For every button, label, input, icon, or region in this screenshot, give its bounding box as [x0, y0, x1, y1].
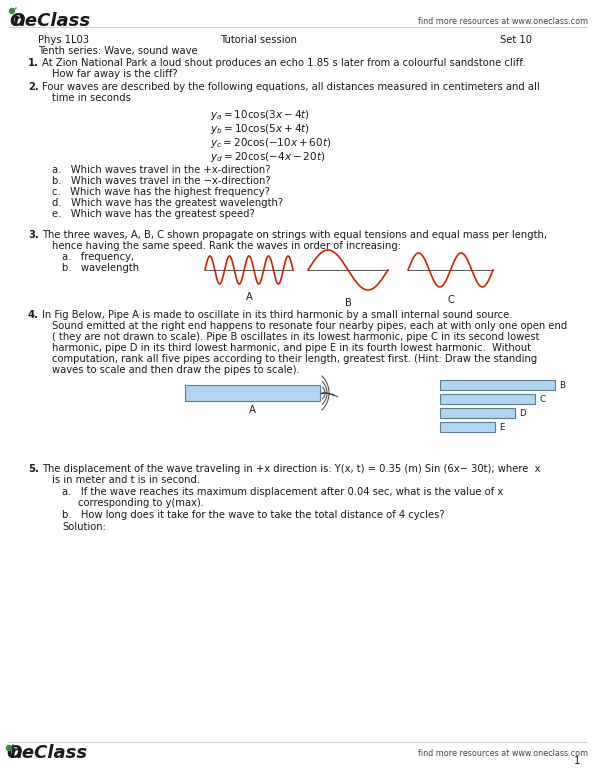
Text: A: A: [249, 405, 256, 415]
Bar: [440, 394, 535, 404]
Text: a.   If the wave reaches its maximum displacement after 0.04 sec, what is the va: a. If the wave reaches its maximum displ…: [62, 487, 503, 497]
Bar: [185, 385, 320, 401]
Text: is in meter and t is in second.: is in meter and t is in second.: [52, 475, 200, 485]
Circle shape: [7, 745, 11, 751]
Text: c.   Which wave has the highest frequency?: c. Which wave has the highest frequency?: [52, 187, 270, 197]
Text: 2.: 2.: [28, 82, 39, 92]
Text: a.   frequency,: a. frequency,: [62, 252, 134, 262]
Text: b.   How long does it take for the wave to take the total distance of 4 cycles?: b. How long does it take for the wave to…: [62, 510, 444, 520]
Text: 1: 1: [574, 756, 580, 766]
Text: waves to scale and then draw the pipes to scale).: waves to scale and then draw the pipes t…: [52, 365, 300, 375]
Text: hence having the same speed. Rank the waves in order of increasing:: hence having the same speed. Rank the wa…: [52, 241, 401, 251]
Bar: [440, 422, 495, 432]
Text: E: E: [499, 423, 505, 431]
Text: O: O: [6, 744, 21, 762]
Text: d.   Which wave has the greatest wavelength?: d. Which wave has the greatest wavelengt…: [52, 198, 283, 208]
Text: $y_b = 10\cos(5x + 4t)$: $y_b = 10\cos(5x + 4t)$: [210, 122, 310, 136]
Text: A: A: [246, 292, 252, 302]
Bar: [440, 380, 555, 390]
Text: Set 10: Set 10: [500, 35, 532, 45]
Text: Solution:: Solution:: [62, 522, 106, 532]
Text: 1.: 1.: [28, 58, 39, 68]
Text: 3.: 3.: [28, 230, 39, 240]
Text: C: C: [447, 295, 454, 305]
Text: At Zion National Park a loud shout produces an echo 1.85 s later from a colourfu: At Zion National Park a loud shout produ…: [42, 58, 525, 68]
Text: ( they are not drawn to scale). Pipe B oscillates in its lowest harmonic, pipe C: ( they are not drawn to scale). Pipe B o…: [52, 332, 540, 342]
Circle shape: [10, 8, 14, 14]
Text: computation, rank all five pipes according to their length, greatest first. (Hin: computation, rank all five pipes accordi…: [52, 354, 537, 364]
Text: The three waves, A, B, C shown propagate on strings with equal tensions and equa: The three waves, A, B, C shown propagate…: [42, 230, 547, 240]
Text: Phys 1L03: Phys 1L03: [38, 35, 89, 45]
Text: B: B: [559, 380, 565, 390]
Text: The displacement of the wave traveling in +x direction is: Y(x, t) = 0.35 (m) Si: The displacement of the wave traveling i…: [42, 464, 540, 474]
Text: O: O: [9, 12, 24, 30]
Text: D: D: [519, 409, 525, 417]
Text: corresponding to y(max).: corresponding to y(max).: [78, 498, 204, 508]
Text: find more resources at www.oneclass.com: find more resources at www.oneclass.com: [418, 17, 588, 26]
Text: neClass: neClass: [12, 12, 90, 30]
Text: In Fig Below, Pipe A is made to oscillate in its third harmonic by a small inter: In Fig Below, Pipe A is made to oscillat…: [42, 310, 512, 320]
Bar: [440, 408, 515, 418]
Text: Four waves are described by the following equations, all distances measured in c: Four waves are described by the followin…: [42, 82, 540, 92]
Text: $y_c = 20\cos(-10x + 60t)$: $y_c = 20\cos(-10x + 60t)$: [210, 136, 331, 150]
Text: B: B: [345, 298, 352, 308]
Text: b.   Which waves travel in the −x-direction?: b. Which waves travel in the −x-directio…: [52, 176, 271, 186]
Text: time in seconds: time in seconds: [52, 93, 131, 103]
Text: 5.: 5.: [28, 464, 39, 474]
Text: C: C: [539, 394, 545, 403]
Text: 4.: 4.: [28, 310, 39, 320]
Text: $y_d = 20\cos(-4x - 20t)$: $y_d = 20\cos(-4x - 20t)$: [210, 150, 325, 164]
Text: harmonic, pipe D in its third lowest harmonic, and pipe E in its fourth lowest h: harmonic, pipe D in its third lowest har…: [52, 343, 531, 353]
Text: $y_a = 10\cos(3x - 4t)$: $y_a = 10\cos(3x - 4t)$: [210, 108, 310, 122]
Text: b.   wavelength: b. wavelength: [62, 263, 139, 273]
Text: How far away is the cliff?: How far away is the cliff?: [52, 69, 178, 79]
Text: e.   Which wave has the greatest speed?: e. Which wave has the greatest speed?: [52, 209, 255, 219]
Text: Sound emitted at the right end happens to resonate four nearby pipes, each at wi: Sound emitted at the right end happens t…: [52, 321, 567, 331]
Text: neClass: neClass: [9, 744, 87, 762]
Text: Tutorial session: Tutorial session: [220, 35, 297, 45]
Text: a.   Which waves travel in the +x-direction?: a. Which waves travel in the +x-directio…: [52, 165, 271, 175]
Text: find more resources at www.oneclass.com: find more resources at www.oneclass.com: [418, 749, 588, 758]
Text: Tenth series: Wave, sound wave: Tenth series: Wave, sound wave: [38, 46, 198, 56]
